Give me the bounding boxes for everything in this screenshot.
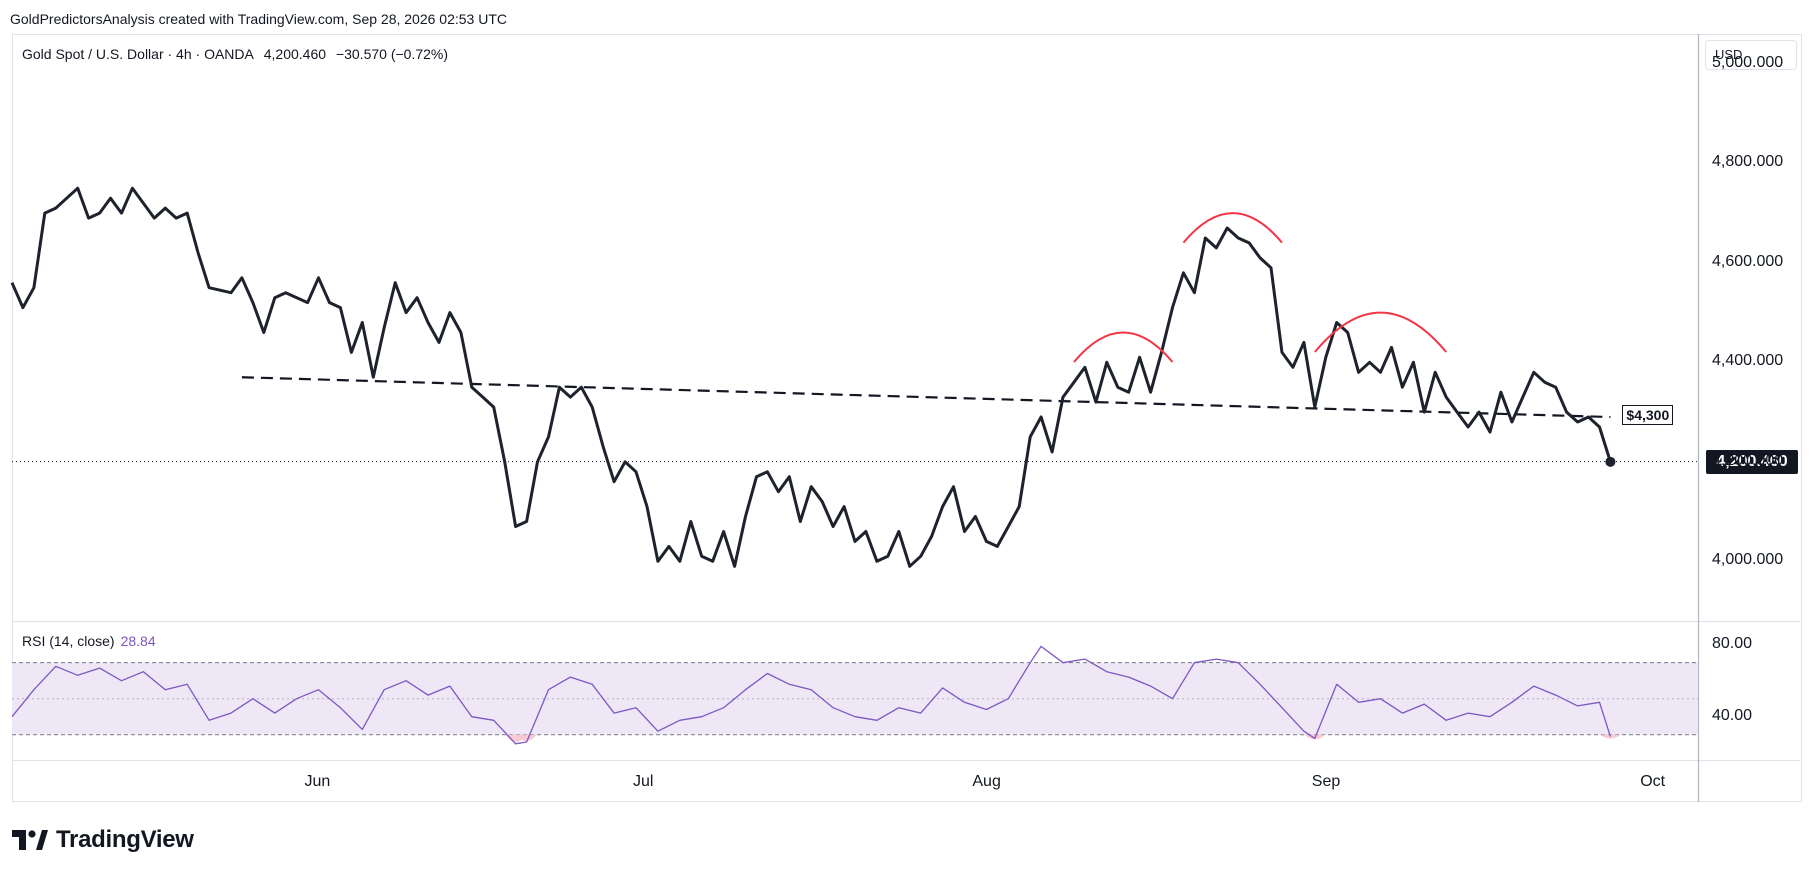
time-tick-label: Oct xyxy=(1640,773,1666,790)
head-arc xyxy=(1182,212,1283,244)
attribution-text: GoldPredictorsAnalysis created with Trad… xyxy=(10,11,507,27)
rsi-oversold-fill xyxy=(1600,734,1621,739)
time-tick-label: Sep xyxy=(1311,773,1341,790)
rsi-tick-label: 80.00 xyxy=(1712,634,1753,652)
rsi-tick-label: 40.00 xyxy=(1712,706,1753,724)
tradingview-logo-icon xyxy=(12,830,48,850)
symbol-label[interactable]: Gold Spot / U.S. Dollar · 4h · OANDA xyxy=(22,46,254,62)
price-tick-label: 4,200.000 xyxy=(1712,451,1784,469)
time-tick-label: Jul xyxy=(632,773,654,790)
neckline-level-tag: $4,300 xyxy=(1622,405,1674,426)
rsi-line xyxy=(11,645,1612,745)
right-shoulder-arc xyxy=(1314,311,1447,353)
price-line xyxy=(10,186,1612,568)
chart-frame xyxy=(12,34,1802,802)
rsi-band xyxy=(12,662,1698,735)
time-tick-label: Aug xyxy=(972,773,1001,790)
last-price-label: 4,200.460 xyxy=(263,46,327,62)
chart-legend: Gold Spot / U.S. Dollar · 4h · OANDA 4,2… xyxy=(22,46,454,62)
brand-name: TradingView xyxy=(56,826,194,853)
last-price-dot xyxy=(1605,456,1616,467)
rsi-oversold-fill xyxy=(516,734,537,742)
time-tick-label: Jun xyxy=(304,773,331,790)
price-change-label: −30.570 (−0.72%) xyxy=(335,46,449,62)
rsi-legend: RSI (14, close) 28.84 xyxy=(22,633,156,649)
price-tick-label: 4,800.000 xyxy=(1712,153,1784,171)
last-price-tag: 4,200.460 xyxy=(1706,449,1798,474)
price-tick-label: 4,000.000 xyxy=(1712,551,1784,569)
tradingview-logo[interactable]: TradingView xyxy=(12,826,194,854)
price-tick-label: 5,000.000 xyxy=(1712,53,1784,71)
left-shoulder-arc xyxy=(1073,331,1174,363)
currency-button[interactable]: USD xyxy=(1705,40,1797,70)
rsi-title[interactable]: RSI (14, close) xyxy=(22,633,115,649)
rsi-value: 28.84 xyxy=(120,633,156,649)
price-tick-label: 4,600.000 xyxy=(1712,252,1784,270)
price-tick-label: 4,400.000 xyxy=(1712,352,1784,370)
